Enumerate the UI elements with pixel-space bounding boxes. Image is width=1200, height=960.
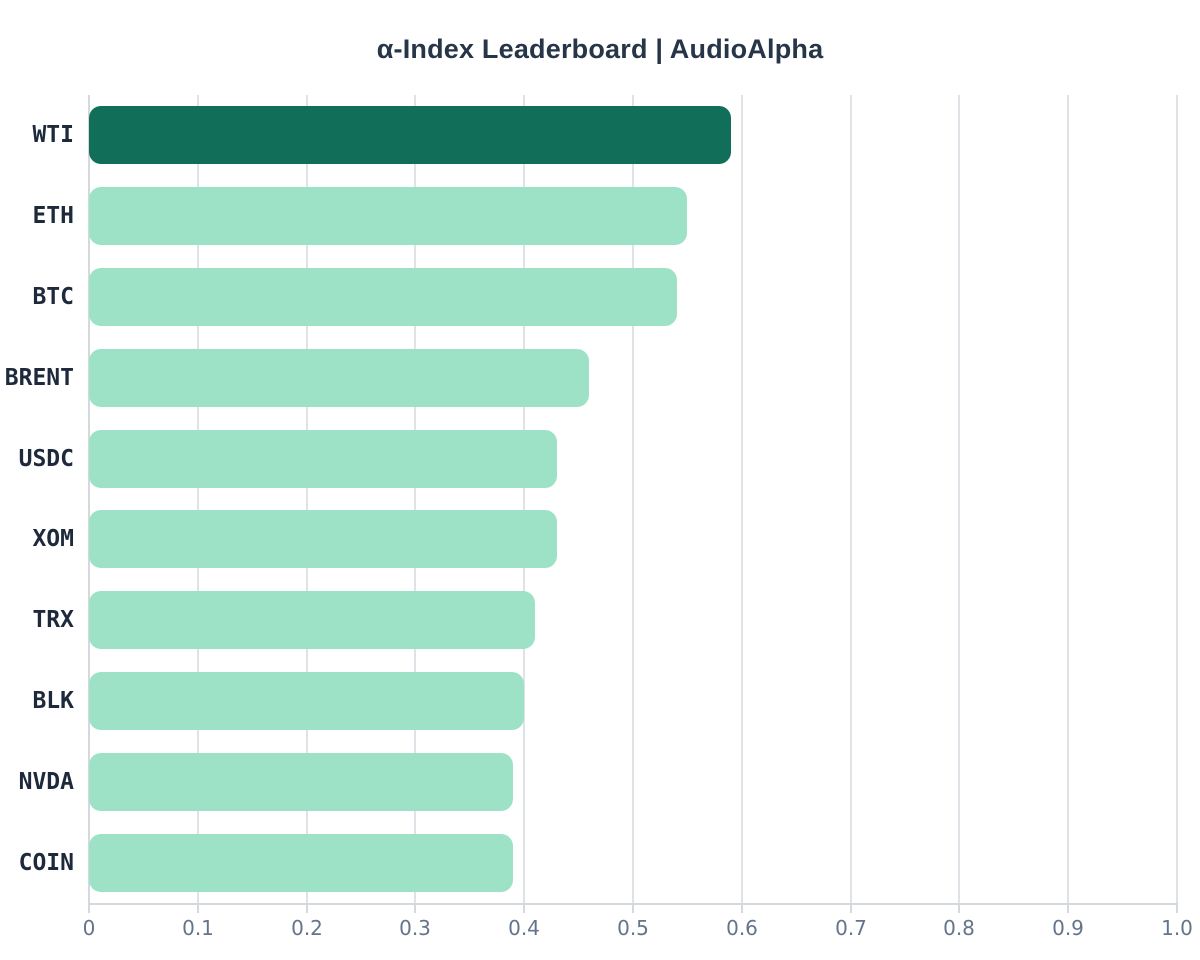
bar-usdc bbox=[89, 430, 557, 488]
gridline bbox=[1067, 95, 1069, 903]
bar-eth bbox=[89, 187, 687, 245]
x-tick-mark bbox=[1067, 905, 1069, 913]
category-label-coin: COIN bbox=[18, 850, 74, 876]
x-tick-label-0.5: 0.5 bbox=[617, 916, 649, 940]
gridline bbox=[523, 95, 525, 903]
x-tick-mark bbox=[741, 905, 743, 913]
bar-trx bbox=[89, 591, 535, 649]
gridline bbox=[1176, 95, 1178, 903]
x-tick-mark bbox=[632, 905, 634, 913]
gridline bbox=[850, 95, 852, 903]
x-tick-label-0.8: 0.8 bbox=[943, 916, 975, 940]
bar-brent bbox=[89, 349, 589, 407]
category-label-nvda: NVDA bbox=[18, 769, 74, 795]
x-tick-mark bbox=[306, 905, 308, 913]
x-tick-label-0.3: 0.3 bbox=[399, 916, 431, 940]
x-tick-mark bbox=[958, 905, 960, 913]
bar-wti bbox=[89, 106, 731, 164]
category-label-usdc: USDC bbox=[18, 446, 74, 472]
x-tick-mark bbox=[1176, 905, 1178, 913]
axis-spine-left bbox=[88, 95, 90, 903]
plot-area bbox=[88, 95, 1178, 913]
category-label-wti: WTI bbox=[32, 122, 74, 148]
category-label-trx: TRX bbox=[32, 607, 74, 633]
x-tick-mark bbox=[850, 905, 852, 913]
x-tick-mark bbox=[523, 905, 525, 913]
x-tick-label-0.6: 0.6 bbox=[726, 916, 758, 940]
gridline bbox=[306, 95, 308, 903]
x-tick-label-0.1: 0.1 bbox=[182, 916, 214, 940]
bar-coin bbox=[89, 834, 513, 892]
bar-nvda bbox=[89, 753, 513, 811]
chart-title: α-Index Leaderboard | AudioAlpha bbox=[376, 34, 824, 64]
category-label-blk: BLK bbox=[32, 688, 74, 714]
x-tick-mark bbox=[88, 905, 90, 913]
category-label-eth: ETH bbox=[32, 203, 74, 229]
gridline bbox=[741, 95, 743, 903]
gridline bbox=[197, 95, 199, 903]
bar-xom bbox=[89, 510, 557, 568]
x-tick-label-0.7: 0.7 bbox=[835, 916, 867, 940]
category-label-xom: XOM bbox=[32, 526, 74, 552]
x-tick-mark bbox=[414, 905, 416, 913]
gridline bbox=[632, 95, 634, 903]
x-tick-label-0.4: 0.4 bbox=[508, 916, 540, 940]
x-tick-label-0.2: 0.2 bbox=[291, 916, 323, 940]
x-tick-label-1.0: 1.0 bbox=[1161, 916, 1193, 940]
category-label-btc: BTC bbox=[32, 284, 74, 310]
gridline bbox=[414, 95, 416, 903]
axis-spine-bottom bbox=[88, 903, 1178, 905]
category-label-brent: BRENT bbox=[4, 365, 74, 391]
bar-btc bbox=[89, 268, 677, 326]
gridline bbox=[958, 95, 960, 903]
x-tick-mark bbox=[197, 905, 199, 913]
x-tick-label-0: 0 bbox=[82, 916, 96, 940]
bar-blk bbox=[89, 672, 524, 730]
x-tick-label-0.9: 0.9 bbox=[1052, 916, 1084, 940]
